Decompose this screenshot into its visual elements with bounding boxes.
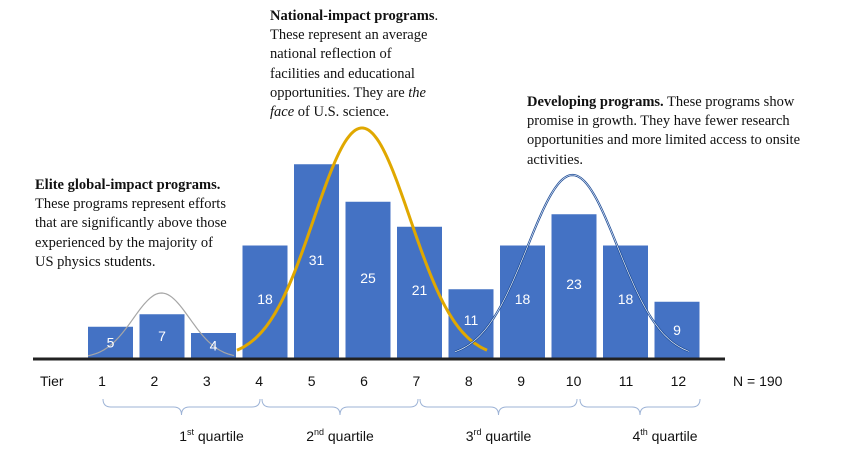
- distribution-curve: [236, 126, 488, 352]
- total-count-label: N = 190: [733, 373, 783, 389]
- annotation-elite: Elite global-impact programs. These prog…: [35, 176, 235, 272]
- data-label: 25: [360, 270, 376, 286]
- bar-tier-2: [139, 314, 185, 358]
- data-label: 21: [412, 282, 428, 298]
- tick-label: 6: [360, 373, 368, 389]
- annotation-body: These programs represent efforts that ar…: [35, 196, 227, 270]
- quartile-brace: [102, 398, 261, 416]
- data-label: 18: [257, 291, 273, 307]
- data-label: 31: [309, 252, 325, 268]
- tick-label: 9: [517, 373, 525, 389]
- tick-label: 4: [255, 373, 263, 389]
- x-axis-title: Tier: [40, 373, 64, 389]
- annotation-italic: the face: [270, 84, 426, 121]
- tick-label: 12: [671, 373, 687, 389]
- data-label: 4: [210, 338, 218, 354]
- tick-label: 7: [413, 373, 421, 389]
- tick-label: 2: [151, 373, 159, 389]
- data-label: 11: [464, 312, 479, 328]
- quartile-brace: [419, 398, 578, 416]
- bar-tier-12: [654, 301, 700, 358]
- data-label: 7: [158, 328, 166, 344]
- quartile-label: 4th quartile: [632, 427, 697, 444]
- data-label: 23: [566, 276, 582, 292]
- tick-label: 1: [98, 373, 106, 389]
- tick-label: 10: [566, 373, 582, 389]
- bar-tier-5: [294, 164, 339, 358]
- tick-label: 8: [465, 373, 473, 389]
- annotation-body: These programs show promise in growth. T…: [527, 94, 801, 168]
- distribution-curve-highlight: [454, 174, 690, 353]
- tick-label: 11: [619, 373, 634, 389]
- bar-tier-10: [551, 214, 597, 358]
- quartile-label: 3rd quartile: [466, 427, 532, 444]
- annotation-body: of U.S. science.: [294, 104, 390, 121]
- data-label: 9: [673, 322, 681, 338]
- annotation-title: Elite global-impact programs.: [35, 177, 221, 193]
- annotation-title: Developing programs.: [527, 94, 664, 110]
- bar-tier-1: [88, 326, 133, 358]
- quartile-brace: [579, 398, 701, 416]
- annotation-national: National-impact programs. These represen…: [270, 7, 440, 122]
- bar-tier-9: [500, 245, 545, 358]
- annotation-body: . These represent an average national re…: [270, 8, 439, 101]
- data-label: 18: [618, 291, 634, 307]
- data-label: 18: [515, 291, 531, 307]
- tick-label: 5: [308, 373, 316, 389]
- data-label: 5: [107, 334, 115, 350]
- annotation-title: National-impact programs: [270, 8, 435, 24]
- quartile-label: 2nd quartile: [306, 427, 374, 444]
- quartile-brace: [261, 398, 419, 416]
- annotation-developing: Developing programs. These programs show…: [527, 93, 817, 170]
- bar-tier-6: [345, 201, 391, 358]
- quartile-label: 1st quartile: [179, 427, 244, 444]
- tick-label: 3: [203, 373, 211, 389]
- distribution-curve: [87, 292, 235, 357]
